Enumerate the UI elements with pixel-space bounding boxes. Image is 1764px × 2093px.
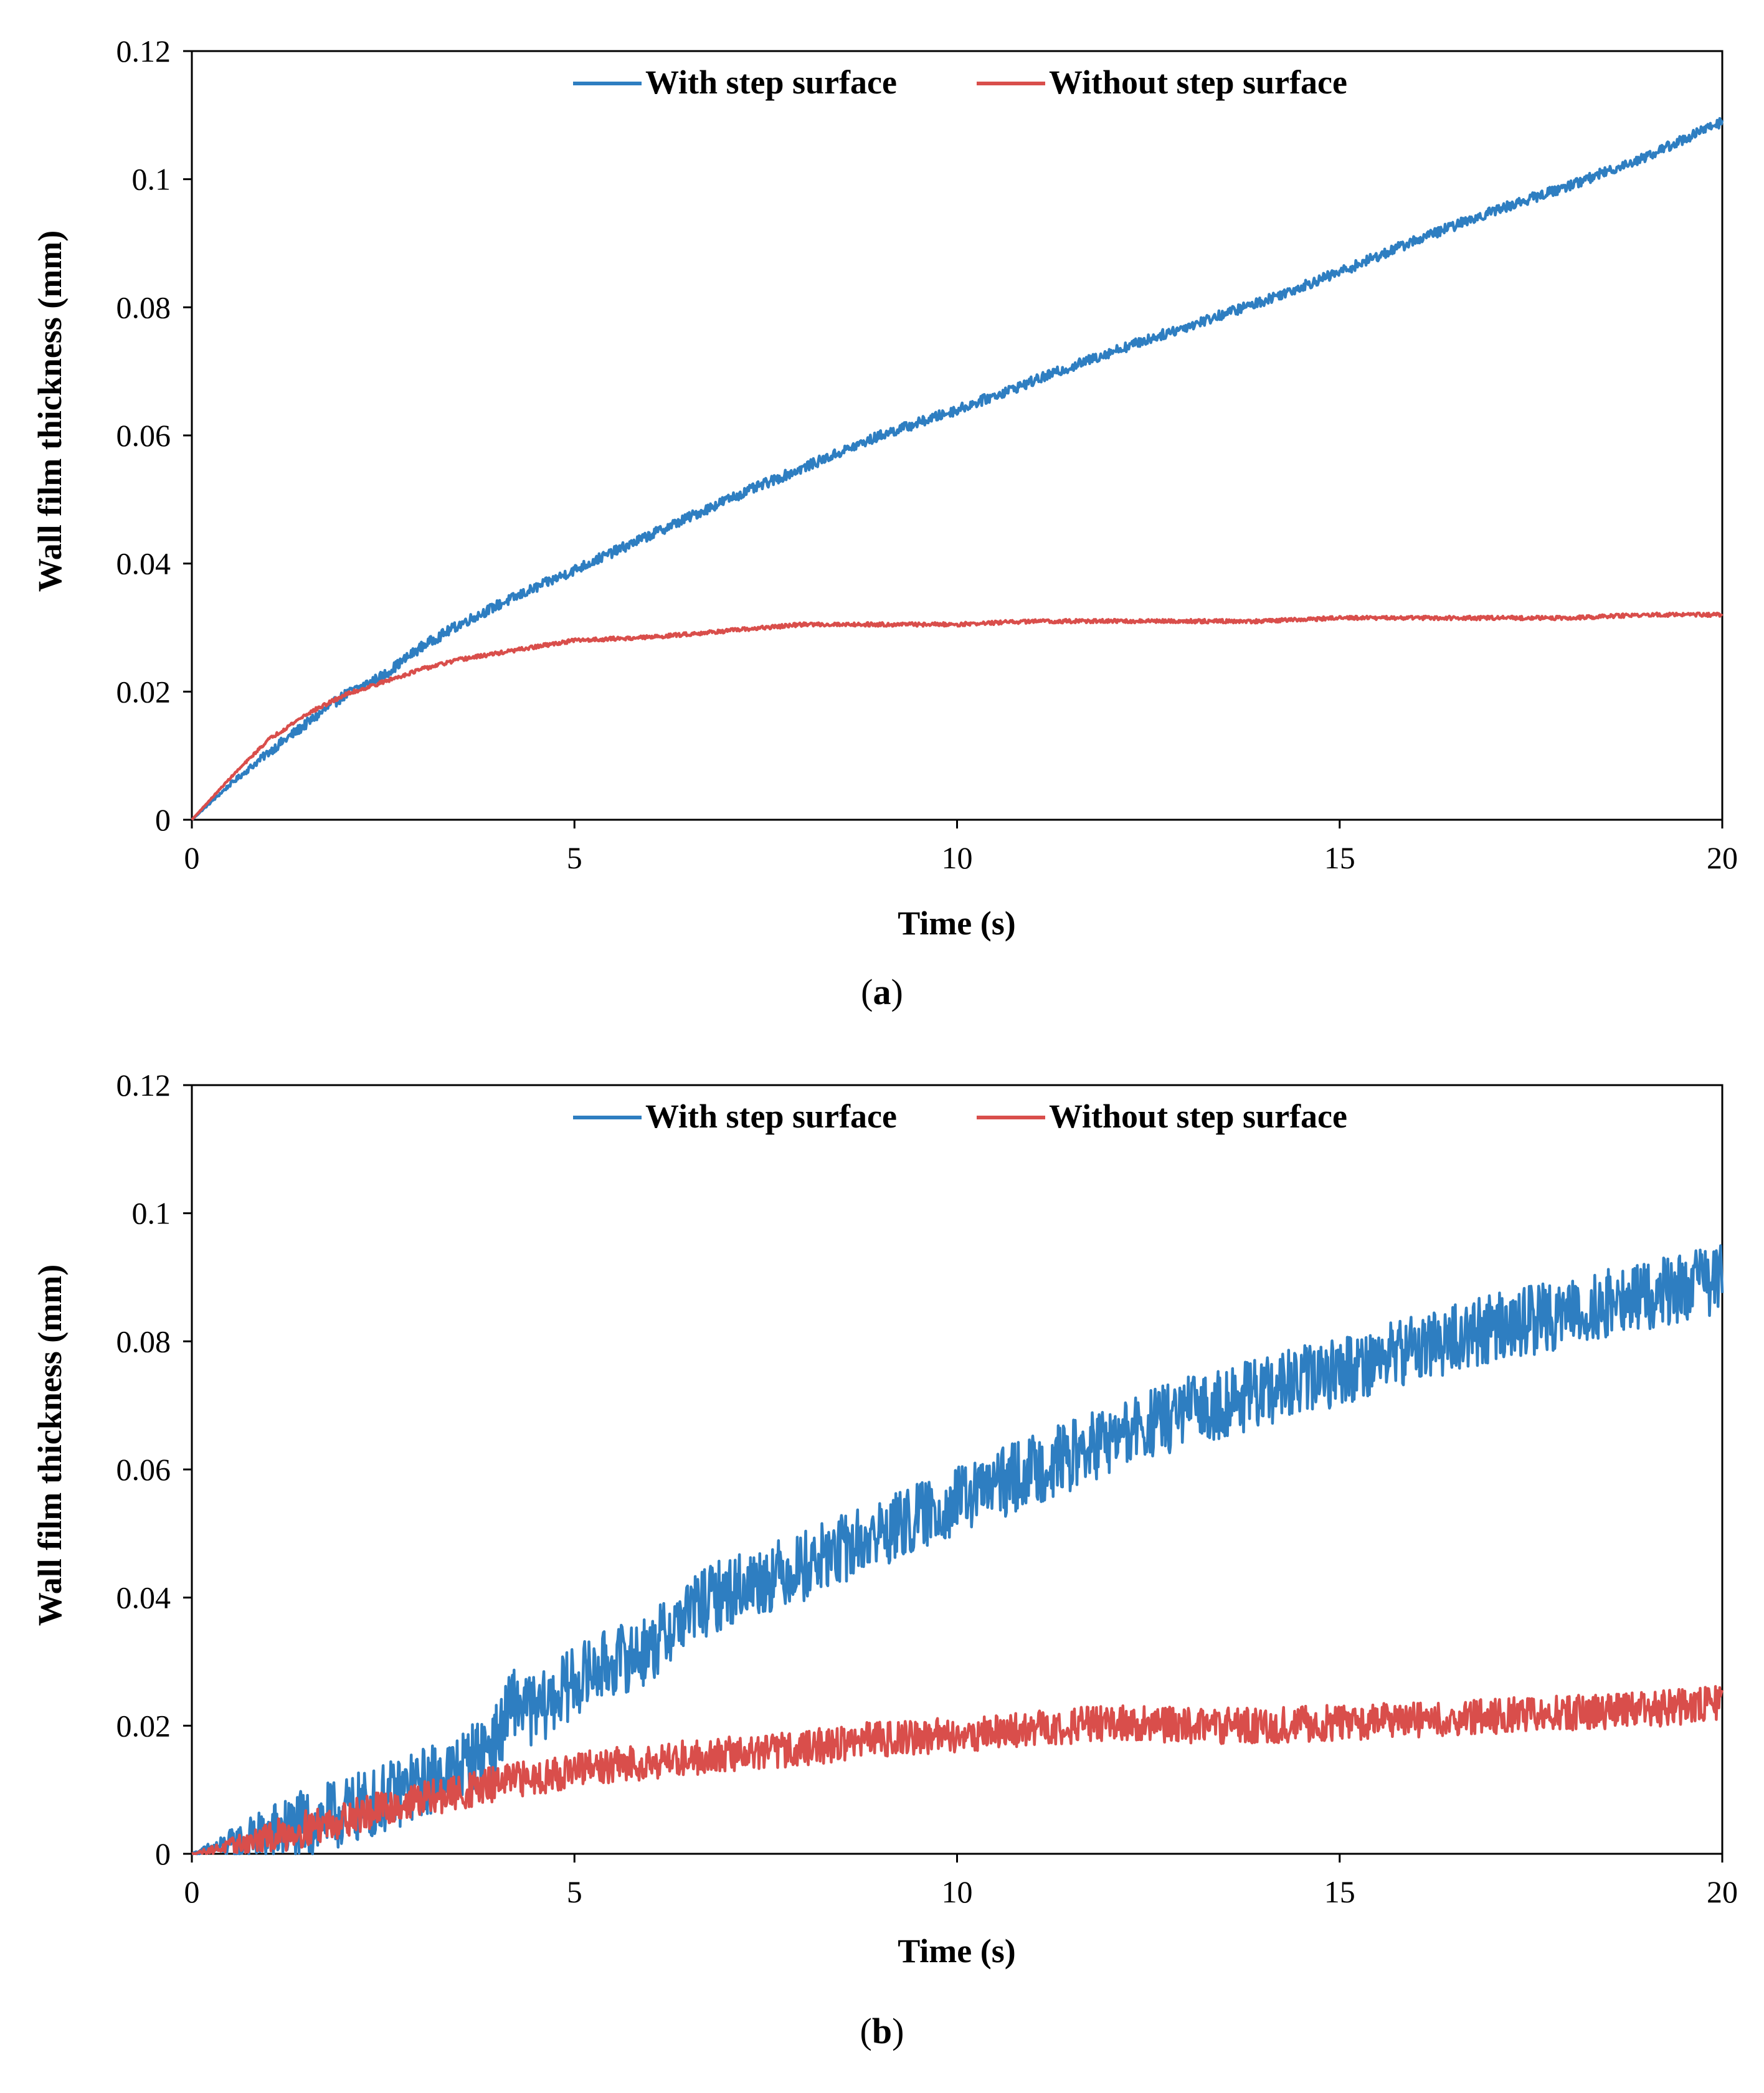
x-tick-label-a: 5 <box>567 840 582 875</box>
y-tick-label-b: 0.02 <box>116 1708 171 1743</box>
y-tick-label-b: 0.08 <box>116 1324 171 1359</box>
series-lines-b <box>191 1244 1724 1856</box>
y-tick-label-a: 0.08 <box>116 290 171 325</box>
x-axis-title-a: Time (s) <box>898 904 1015 942</box>
x-tick-label-b: 5 <box>567 1874 582 1909</box>
panel-label-b: (b) <box>860 2011 904 2051</box>
legend-label-with-step-a: With step surface <box>645 64 897 101</box>
y-tick-label-a: 0.06 <box>116 418 171 453</box>
chart-a-svg: 0 0.02 0.04 0.06 0.08 0.1 0.12 0 5 10 15 20 With st… <box>31 34 1738 1012</box>
x-tick-label-a: 20 <box>1707 840 1738 875</box>
y-axis-title-a: Wall film thickness (mm) <box>31 230 69 592</box>
axes-a: 0 0.02 0.04 0.06 0.08 0.1 0.12 0 5 10 15 20 <box>116 34 1738 875</box>
y-tick-label-b: 0.06 <box>116 1452 171 1487</box>
legend-b: With step surface Without step surface <box>573 1098 1347 1135</box>
legend-label-without-step-a: Without step surface <box>1049 64 1347 101</box>
x-tick-label-a: 0 <box>184 840 200 875</box>
x-tick-label-b: 0 <box>184 1874 200 1909</box>
chart-b-svg: 0 0.02 0.04 0.06 0.08 0.1 0.12 0 5 10 15 20 With st… <box>31 1068 1738 2051</box>
x-tick-label-b: 10 <box>942 1874 973 1909</box>
axes-b: 0 0.02 0.04 0.06 0.08 0.1 0.12 0 5 10 15 20 <box>116 1068 1738 1909</box>
x-tick-label-a: 15 <box>1324 840 1355 875</box>
y-tick-label-a: 0.12 <box>116 34 171 69</box>
y-tick-label-b: 0.04 <box>116 1580 171 1615</box>
x-tick-label-b: 15 <box>1324 1874 1355 1909</box>
y-tick-label-a: 0 <box>155 802 171 837</box>
y-tick-label-b: 0.1 <box>132 1196 171 1231</box>
panel-label-a: (a) <box>861 972 903 1012</box>
y-tick-label-a: 0.04 <box>116 546 171 581</box>
legend-label-without-step-b: Without step surface <box>1049 1098 1347 1135</box>
y-tick-label-a: 0.1 <box>132 162 171 197</box>
y-axis-title-b: Wall film thickness (mm) <box>31 1265 69 1626</box>
y-tick-label-b: 0.12 <box>116 1068 171 1103</box>
x-tick-label-b: 20 <box>1707 1874 1738 1909</box>
x-axis-title-b: Time (s) <box>898 1932 1015 1970</box>
chart-panel-b: 0 0.02 0.04 0.06 0.08 0.1 0.12 0 5 10 15 20 With st… <box>0 1034 1764 2093</box>
x-tick-label-a: 10 <box>942 840 973 875</box>
legend-a: With step surface Without step surface <box>573 64 1347 101</box>
panel-letter-a: a <box>873 972 891 1012</box>
chart-panel-a: 0 0.02 0.04 0.06 0.08 0.1 0.12 0 5 10 15 20 With st… <box>0 0 1764 1034</box>
panel-letter-b: b <box>872 2011 892 2051</box>
y-tick-label-a: 0.02 <box>116 674 171 709</box>
series-with-step-line-a <box>191 116 1724 821</box>
series-without-step-line-a <box>191 611 1724 821</box>
plot-frame-a <box>191 50 1724 821</box>
series-without-step-line-b <box>191 1685 1724 1856</box>
legend-label-with-step-b: With step surface <box>645 1098 897 1135</box>
series-lines-a <box>191 116 1724 821</box>
y-tick-label-b: 0 <box>155 1836 171 1871</box>
series-with-step-line-b <box>191 1244 1724 1856</box>
